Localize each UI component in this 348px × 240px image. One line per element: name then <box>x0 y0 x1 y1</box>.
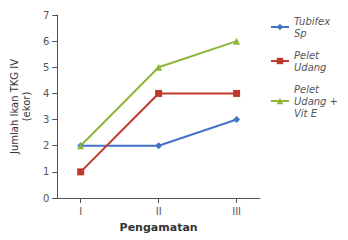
svg-text:6: 6 <box>43 36 49 47</box>
svg-text:Pelet: Pelet <box>294 50 320 61</box>
svg-text:I: I <box>79 206 82 217</box>
svg-text:(ekor): (ekor) <box>21 92 32 122</box>
svg-text:5: 5 <box>43 62 49 73</box>
svg-text:0: 0 <box>43 193 49 204</box>
svg-text:Udang: Udang <box>294 62 326 73</box>
svg-text:Jumlah Ikan TKG IV: Jumlah Ikan TKG IV <box>9 59 20 155</box>
svg-text:III: III <box>232 206 241 217</box>
svg-text:II: II <box>156 206 162 217</box>
svg-text:Vit E: Vit E <box>294 108 318 119</box>
svg-text:Udang +: Udang + <box>294 96 338 107</box>
svg-text:Sp: Sp <box>294 28 307 39</box>
svg-text:Pengamatan: Pengamatan <box>120 221 198 234</box>
svg-text:2: 2 <box>43 140 49 151</box>
svg-text:4: 4 <box>43 88 49 99</box>
svg-text:1: 1 <box>43 166 49 177</box>
svg-text:3: 3 <box>43 114 49 125</box>
svg-text:Pelet: Pelet <box>294 84 320 95</box>
svg-text:7: 7 <box>43 10 49 21</box>
svg-text:Tubifex: Tubifex <box>294 16 330 27</box>
